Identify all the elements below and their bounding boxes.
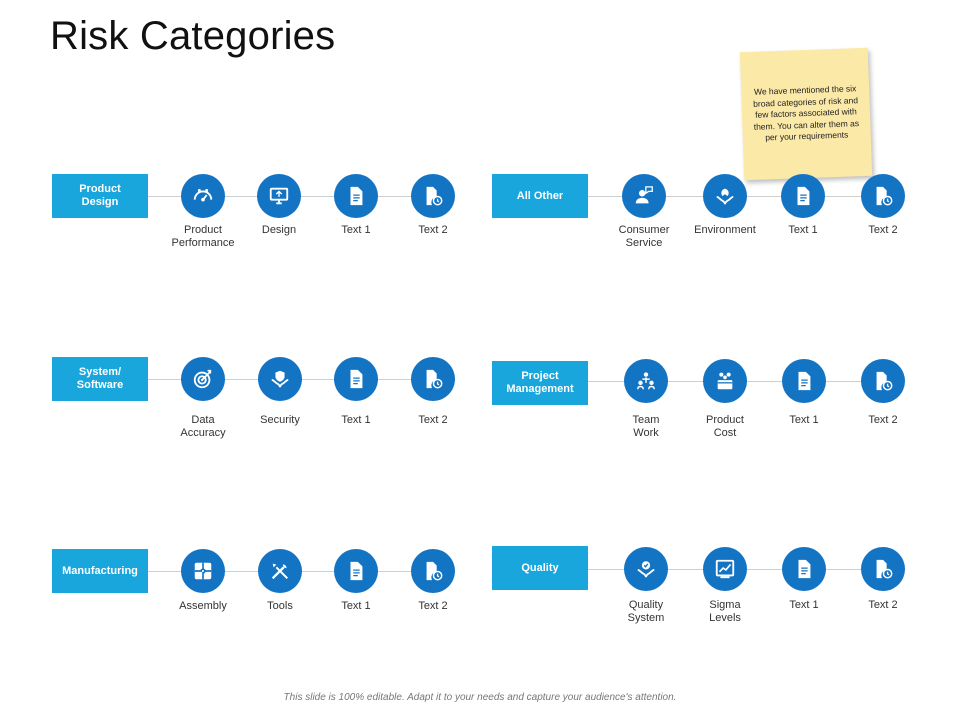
leaf-hands-icon — [714, 185, 736, 207]
item-label: Environment — [694, 224, 756, 236]
item-circle-system-software-2 — [258, 357, 302, 401]
item-circle-project-management-1 — [624, 359, 668, 403]
item-label: Team Work — [632, 414, 660, 439]
item-circle-manufacturing-3 — [334, 549, 378, 593]
team-icon — [635, 370, 657, 392]
item-circle-quality-1 — [624, 547, 668, 591]
item-label: Text 1 — [789, 599, 819, 611]
item-circle-product-design-3 — [334, 174, 378, 218]
document-icon — [345, 560, 367, 582]
document-icon — [792, 185, 814, 207]
item-label: Text 1 — [341, 414, 371, 426]
shield-hands-icon — [269, 368, 291, 390]
document-icon — [345, 185, 367, 207]
box-coins-icon — [714, 370, 736, 392]
page-title: Risk Categories — [50, 14, 336, 58]
item-label: Text 1 — [341, 600, 371, 612]
item-circle-product-design-2 — [257, 174, 301, 218]
category-label: Quality — [521, 561, 559, 574]
quality-hands-icon — [635, 558, 657, 580]
footer-text: This slide is 100% editable. Adapt it to… — [283, 692, 677, 703]
item-circle-manufacturing-1 — [181, 549, 225, 593]
category-manufacturing: Manufacturing — [52, 549, 148, 593]
item-label: Product Performance — [171, 224, 235, 249]
document-icon — [793, 558, 815, 580]
file-clock-icon — [422, 185, 444, 207]
file-clock-icon — [422, 560, 444, 582]
item-label: Design — [261, 224, 297, 236]
item-circle-system-software-4 — [411, 357, 455, 401]
item-circle-product-design-1 — [181, 174, 225, 218]
file-clock-icon — [422, 368, 444, 390]
category-project-management: Project Management — [492, 361, 588, 405]
item-label: Text 1 — [341, 224, 371, 236]
category-label: Product Design — [79, 183, 121, 208]
item-label: Text 2 — [418, 414, 448, 426]
item-label: Assembly — [179, 600, 227, 612]
sticky-note-text: We have mentioned the six broad categori… — [752, 83, 860, 143]
item-circle-all-other-3 — [781, 174, 825, 218]
chart-board-icon — [714, 558, 736, 580]
item-circle-all-other-2 — [703, 174, 747, 218]
category-label: Project Management — [506, 370, 574, 395]
item-circle-all-other-1 — [622, 174, 666, 218]
item-label: Security — [260, 414, 300, 426]
item-label: Tools — [267, 600, 293, 612]
item-label: Sigma Levels — [709, 599, 741, 624]
category-product-design: Product Design — [52, 174, 148, 218]
monitor-icon — [268, 185, 290, 207]
category-system-software: System/ Software — [52, 357, 148, 401]
item-label: Text 2 — [868, 224, 898, 236]
item-label: Text 2 — [868, 599, 898, 611]
document-icon — [345, 368, 367, 390]
item-circle-system-software-3 — [334, 357, 378, 401]
item-circle-project-management-4 — [861, 359, 905, 403]
document-icon — [793, 370, 815, 392]
item-label: Product Cost — [706, 414, 744, 439]
item-label: Text 2 — [418, 600, 448, 612]
category-all-other: All Other — [492, 174, 588, 218]
item-label: Text 1 — [788, 224, 818, 236]
item-circle-quality-3 — [782, 547, 826, 591]
item-circle-quality-2 — [703, 547, 747, 591]
file-clock-icon — [872, 558, 894, 580]
support-agent-icon — [633, 185, 655, 207]
file-clock-icon — [872, 370, 894, 392]
tools-icon — [269, 560, 291, 582]
item-label: Data Accuracy — [180, 414, 226, 439]
puzzle-icon — [192, 560, 214, 582]
item-circle-all-other-4 — [861, 174, 905, 218]
file-clock-icon — [872, 185, 894, 207]
item-circle-quality-4 — [861, 547, 905, 591]
item-circle-project-management-3 — [782, 359, 826, 403]
item-circle-product-design-4 — [411, 174, 455, 218]
item-label: Consumer Service — [618, 224, 670, 249]
item-label: Text 2 — [868, 414, 898, 426]
category-label: Manufacturing — [62, 564, 138, 577]
category-quality: Quality — [492, 546, 588, 590]
item-circle-manufacturing-4 — [411, 549, 455, 593]
item-label: Text 2 — [418, 224, 448, 236]
item-circle-system-software-1 — [181, 357, 225, 401]
category-label: System/ Software — [76, 366, 124, 391]
category-label: All Other — [516, 189, 564, 202]
item-label: Quality System — [627, 599, 665, 624]
item-circle-project-management-2 — [703, 359, 747, 403]
item-label: Text 1 — [789, 414, 819, 426]
item-circle-manufacturing-2 — [258, 549, 302, 593]
target-icon — [192, 368, 214, 390]
sticky-note: We have mentioned the six broad categori… — [739, 47, 873, 181]
gauge-icon — [192, 185, 214, 207]
